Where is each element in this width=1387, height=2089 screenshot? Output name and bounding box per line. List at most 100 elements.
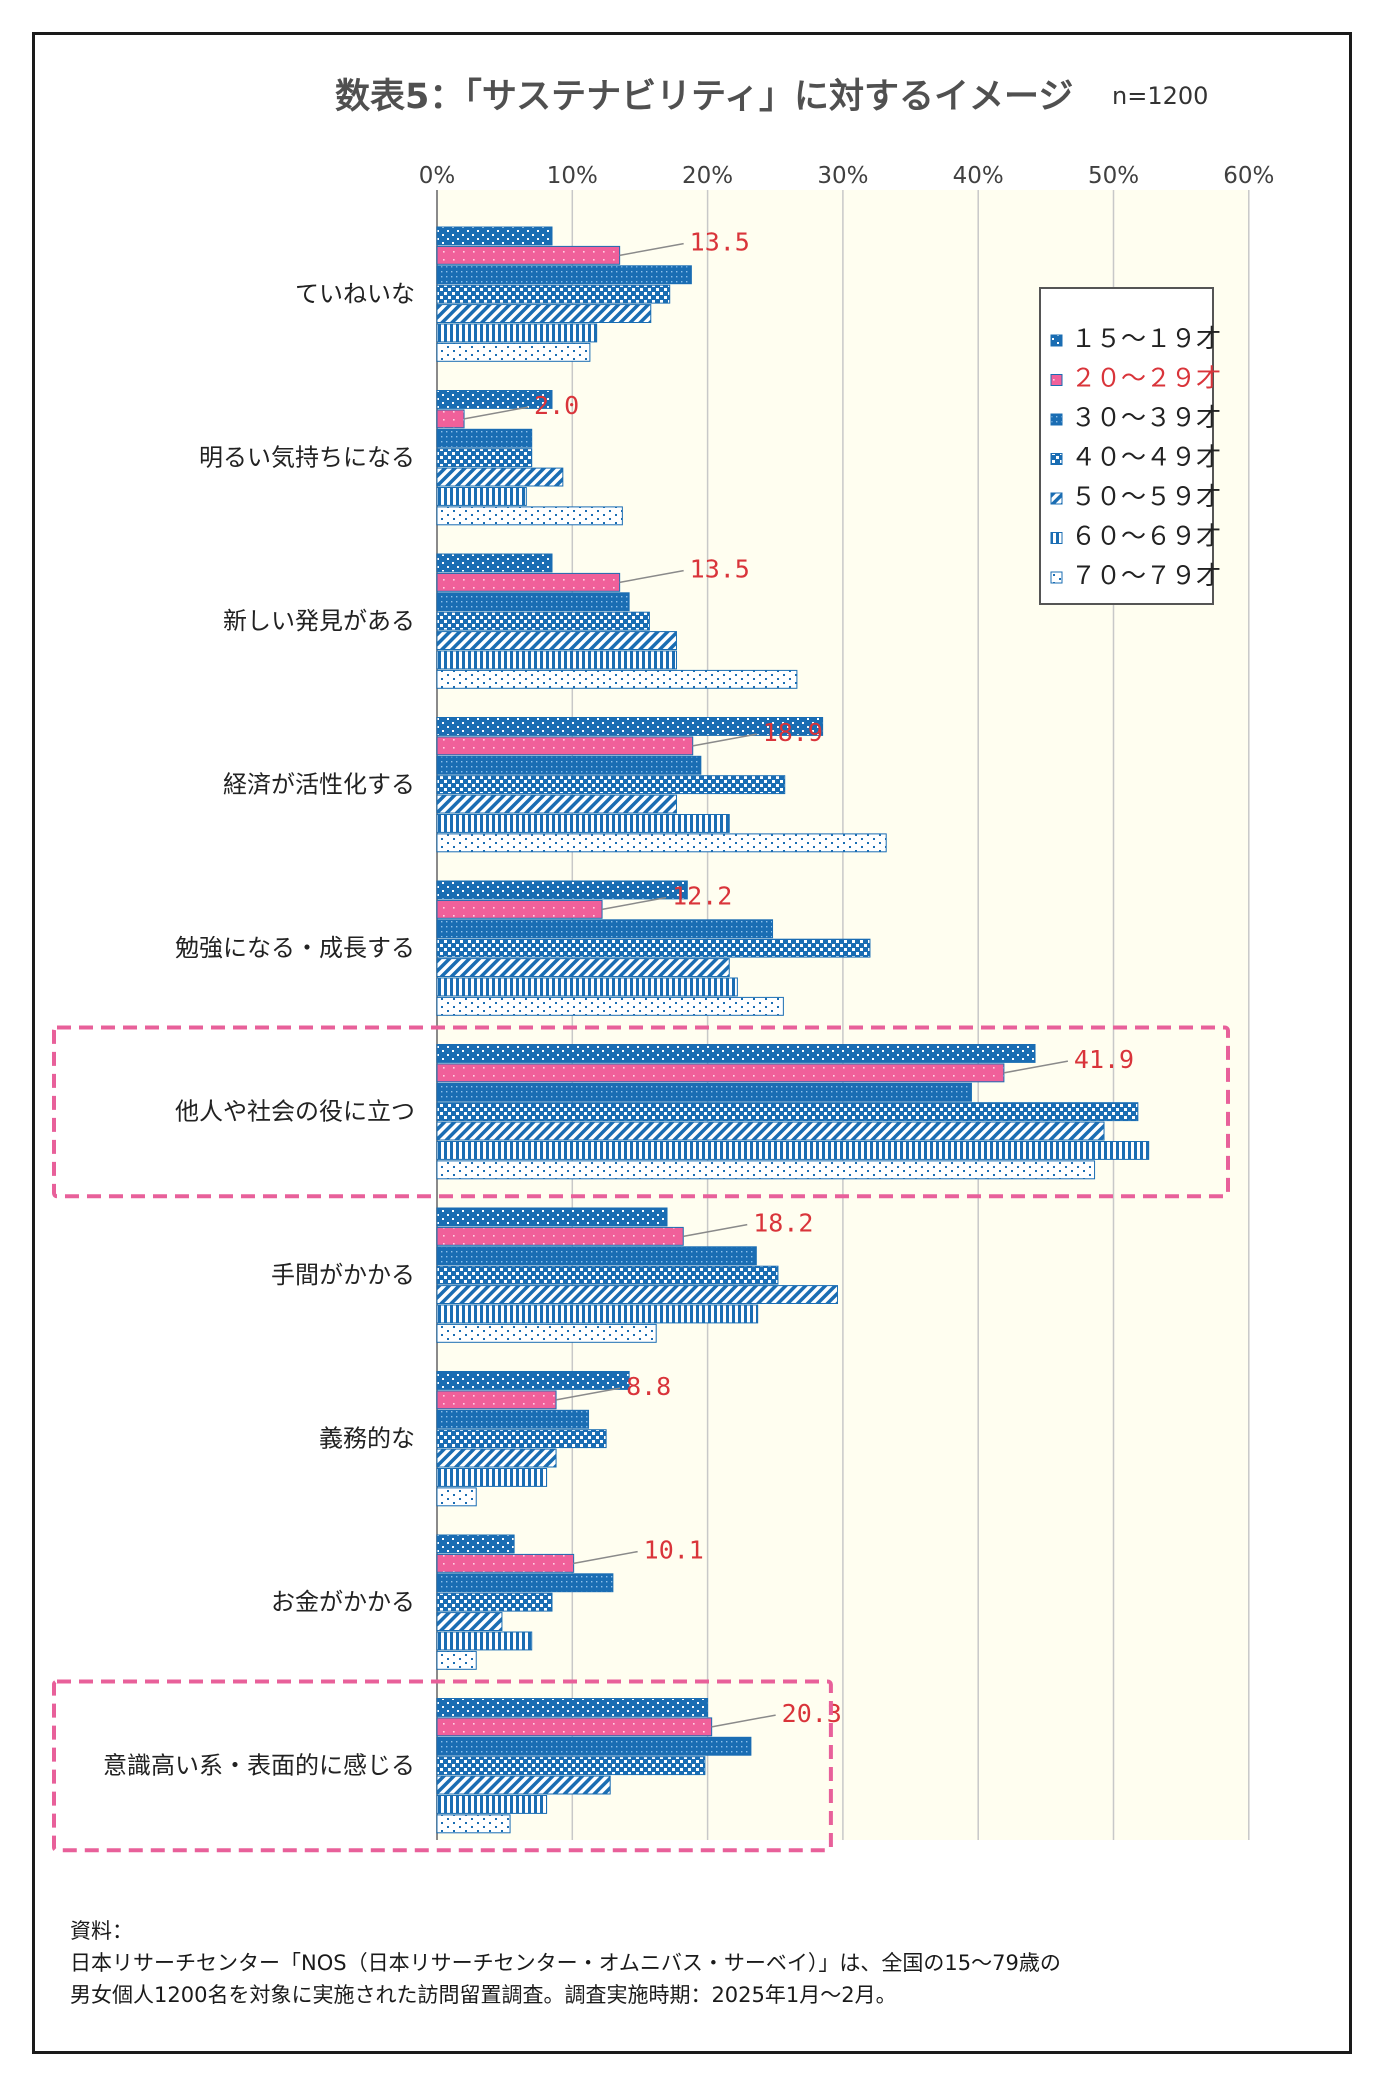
bar <box>436 390 553 409</box>
bar <box>436 996 784 1016</box>
data-label: 41.9 <box>1074 1045 1134 1074</box>
data-label: 13.5 <box>690 228 750 257</box>
bar <box>436 304 652 324</box>
bar <box>436 467 564 487</box>
bar <box>436 611 650 631</box>
bar <box>436 958 730 977</box>
legend-label: ２０～２９才 <box>1071 364 1221 393</box>
bar <box>436 1612 503 1631</box>
category-label: 明るい気持ちになる <box>199 443 415 471</box>
leader-line <box>601 896 667 911</box>
x-tick-label: 40% <box>953 163 1004 189</box>
bars <box>436 226 1150 1834</box>
legend-label: ７０～７９才 <box>1071 561 1221 590</box>
data-label: 18.9 <box>763 718 823 747</box>
bar <box>436 1246 757 1266</box>
bar <box>436 245 621 265</box>
bar <box>436 833 887 853</box>
bar <box>436 428 533 448</box>
bar <box>436 284 671 304</box>
bar <box>436 977 738 997</box>
bar <box>436 1795 548 1814</box>
bar <box>436 1265 779 1285</box>
bar <box>436 919 774 939</box>
bar <box>436 736 694 756</box>
category-label: ていねいな <box>295 280 415 308</box>
bar <box>436 448 533 468</box>
category-labels: ていねいな明るい気持ちになる新しい発見がある経済が活性化する勉強になる・成長する… <box>103 280 415 1780</box>
leader-line <box>711 1714 776 1728</box>
bar <box>436 717 824 736</box>
category-label: 他人や社会の役に立つ <box>175 1097 415 1125</box>
bar <box>436 506 623 526</box>
bar <box>436 1102 1139 1122</box>
bar <box>436 487 527 506</box>
legend-swatch <box>1050 453 1063 465</box>
category-label: 勉強になる・成長する <box>175 934 415 962</box>
legend-label: １５～１９才 <box>1071 324 1221 353</box>
leader-line <box>619 242 684 257</box>
category-label: 意識高い系・表面的に感じる <box>103 1751 415 1779</box>
bar <box>436 1631 533 1651</box>
bar <box>436 1141 1150 1160</box>
bar <box>436 631 677 650</box>
data-label: 18.2 <box>753 1209 813 1238</box>
category-label: 経済が活性化する <box>223 770 415 798</box>
x-tick-label: 10% <box>547 163 598 189</box>
x-tick-label: 0% <box>419 163 456 189</box>
bar <box>436 1775 611 1795</box>
bar <box>436 1468 548 1487</box>
category-label: 新しい発見がある <box>223 607 415 635</box>
bar <box>436 669 798 689</box>
highlight-box <box>52 1679 833 1853</box>
source-heading: 資料： <box>70 1919 133 1943</box>
bar <box>436 1390 557 1410</box>
bar <box>436 342 591 362</box>
leader-line <box>463 406 529 420</box>
bar <box>436 1534 515 1554</box>
legend: １５～１９才 ２０～２９才 ３０～３９才 ４０～４９才 ５０～５９才 ６０～６９才 ７０～７… <box>1039 287 1221 605</box>
bar <box>436 409 465 429</box>
x-tick-label: 60% <box>1223 163 1274 189</box>
source-line-1: 日本リサーチセンター「NOS（日本リサーチセンター・オムニバス・サーベイ）」は、… <box>70 1951 1061 1975</box>
x-tick-label: 30% <box>817 163 868 189</box>
bar <box>436 592 630 612</box>
bar <box>436 1487 477 1507</box>
leader-line <box>573 1550 638 1565</box>
leader-line <box>683 1223 748 1238</box>
bar <box>436 553 553 573</box>
x-tick-label: 50% <box>1088 163 1139 189</box>
bar <box>436 1553 575 1573</box>
category-label: お金がかかる <box>271 1588 415 1616</box>
highlight-box <box>52 1025 1230 1199</box>
bar <box>436 814 730 833</box>
data-labels: 13.52.013.518.912.241.918.28.810.120.3 <box>463 228 1134 1728</box>
legend-label: ６０～６９才 <box>1071 522 1221 551</box>
legend-label: ５０～５９才 <box>1071 482 1221 511</box>
bar <box>436 323 598 343</box>
data-label: 2.0 <box>534 391 579 420</box>
highlight-boxes <box>52 1025 1230 1853</box>
bar <box>436 1044 1036 1063</box>
bar <box>436 650 677 670</box>
legend-swatch <box>1050 334 1063 347</box>
source-line-2: 男女個人1200名を対象に実施された訪問留置調査。調査実施時期：2025年1月～… <box>70 1983 897 2007</box>
legend-label: ３０～３９才 <box>1071 403 1221 432</box>
data-label: 13.5 <box>690 555 750 584</box>
bar <box>436 1592 553 1612</box>
legend-swatch <box>1050 571 1063 584</box>
bar <box>436 1650 477 1670</box>
bar <box>436 1323 657 1343</box>
category-label: 手間がかかる <box>271 1261 415 1289</box>
bar <box>436 1063 1005 1083</box>
sample-size: n=1200 <box>1112 82 1208 110</box>
bar <box>436 1698 709 1717</box>
bar <box>436 1573 614 1593</box>
bar <box>436 1082 972 1102</box>
source-note: 資料： 日本リサーチセンター「NOS（日本リサーチセンター・オムニバス・サーベイ… <box>70 1915 1320 2011</box>
data-label: 12.2 <box>672 882 732 911</box>
legend-box <box>1039 287 1214 605</box>
bar <box>436 1121 1105 1141</box>
chart-title: 数表5：「サステナビリティ」に対するイメージ <box>335 77 1073 117</box>
legend-swatch <box>1050 532 1063 544</box>
